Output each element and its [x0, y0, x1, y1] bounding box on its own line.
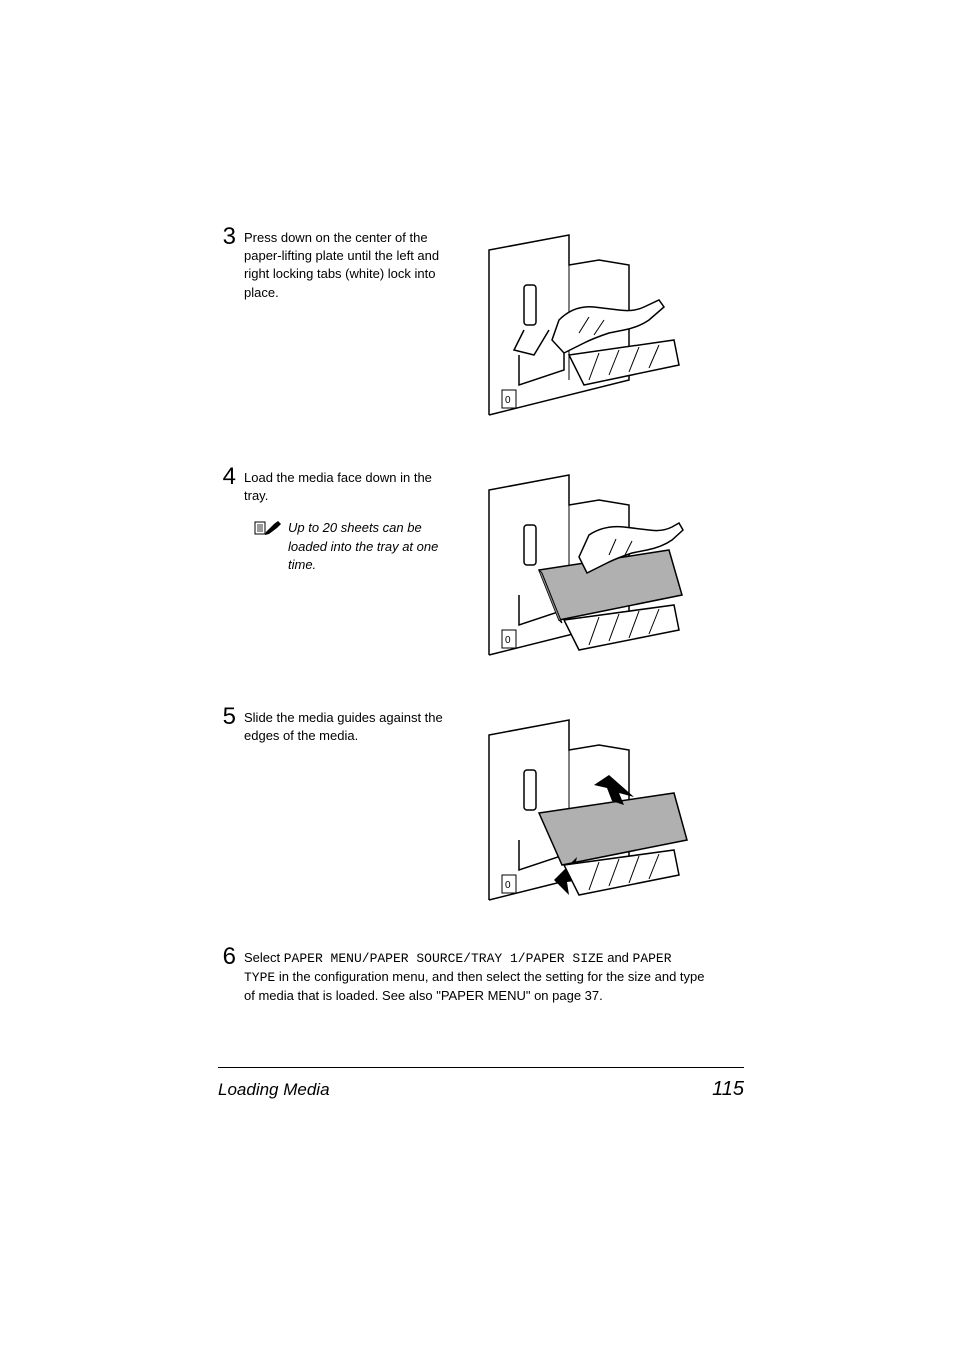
- step-number: 4: [218, 465, 236, 675]
- step-body: Load the media face down in the tray. Up…: [244, 465, 744, 675]
- step-body: Slide the media guides against the edges…: [244, 705, 744, 915]
- page-content: 3 Press down on the center of the paper-…: [0, 0, 954, 1351]
- step-body: Select PAPER MENU/PAPER SOURCE/TRAY 1/PA…: [244, 945, 744, 1006]
- step-number: 6: [218, 945, 236, 1006]
- step-number: 5: [218, 705, 236, 915]
- footer-section-title: Loading Media: [218, 1080, 330, 1100]
- illustration-slide-guides: 0: [464, 705, 689, 915]
- note-icon: [254, 521, 282, 574]
- step-3: 3 Press down on the center of the paper-…: [218, 225, 744, 435]
- page-footer: Loading Media 115: [218, 1067, 744, 1101]
- step-text: Load the media face down in the tray. Up…: [244, 465, 464, 574]
- step-4: 4 Load the media face down in the tray.: [218, 465, 744, 675]
- step-text: Press down on the center of the paper-li…: [244, 225, 464, 302]
- step-number: 3: [218, 225, 236, 435]
- step-5: 5 Slide the media guides against the edg…: [218, 705, 744, 915]
- s6-tail: in the configuration menu, and then sele…: [244, 969, 705, 1003]
- step-text: Slide the media guides against the edges…: [244, 705, 464, 745]
- step-6: 6 Select PAPER MENU/PAPER SOURCE/TRAY 1/…: [218, 945, 744, 1006]
- step-main-text: Load the media face down in the tray.: [244, 470, 432, 503]
- step-text: Select PAPER MENU/PAPER SOURCE/TRAY 1/PA…: [244, 945, 724, 1006]
- note-block: Up to 20 sheets can be loaded into the t…: [254, 519, 449, 574]
- s6-lead: Select: [244, 950, 284, 965]
- s6-mono1: PAPER MENU/PAPER SOURCE/TRAY 1/PAPER SIZ…: [284, 951, 604, 966]
- step-body: Press down on the center of the paper-li…: [244, 225, 744, 435]
- note-text: Up to 20 sheets can be loaded into the t…: [288, 519, 449, 574]
- s6-mid: and: [604, 950, 633, 965]
- footer-page-number: 115: [712, 1078, 744, 1101]
- zero-mark: 0: [505, 395, 511, 406]
- svg-text:0: 0: [505, 880, 511, 891]
- svg-text:0: 0: [505, 635, 511, 646]
- illustration-load-media: 0: [464, 465, 689, 675]
- illustration-press-plate: 0: [464, 225, 689, 435]
